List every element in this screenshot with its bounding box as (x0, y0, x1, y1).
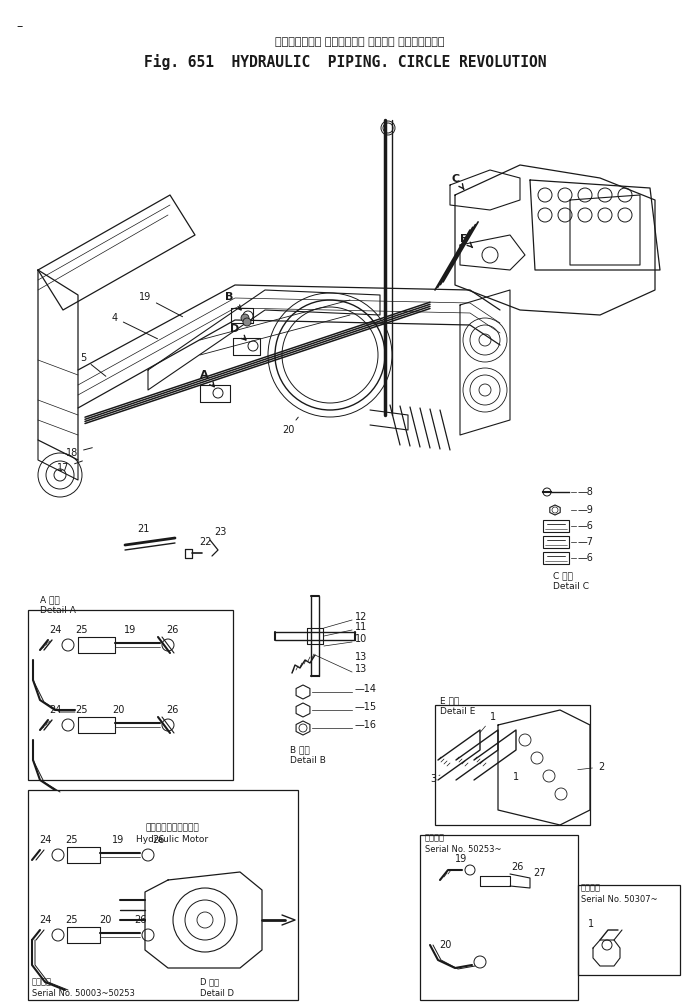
Text: 24: 24 (39, 835, 51, 845)
Text: —7: —7 (578, 537, 594, 547)
Text: 13: 13 (355, 652, 367, 662)
Text: 26: 26 (134, 915, 146, 925)
Text: 19: 19 (124, 625, 136, 635)
Text: 26: 26 (152, 835, 164, 845)
Text: Serial No. 50003~50253: Serial No. 50003~50253 (32, 989, 135, 998)
Text: —15: —15 (355, 702, 377, 712)
Bar (543, 520, 569, 532)
Text: 27: 27 (534, 868, 546, 878)
Bar (543, 552, 569, 564)
Text: 20: 20 (439, 940, 451, 950)
Text: 1: 1 (513, 772, 519, 782)
Bar (28, 610, 233, 780)
Text: 24: 24 (39, 915, 51, 925)
Text: B: B (225, 292, 241, 309)
Text: D: D (230, 324, 246, 340)
Text: C 詳細: C 詳細 (553, 571, 573, 580)
Text: 3: 3 (430, 774, 440, 784)
Text: 1: 1 (480, 712, 496, 733)
Text: 20: 20 (99, 915, 111, 925)
Text: 12: 12 (355, 612, 367, 622)
Text: 適用号機: 適用号機 (32, 977, 52, 986)
Text: 2: 2 (578, 762, 604, 772)
Text: 5: 5 (80, 353, 106, 376)
Text: Detail D: Detail D (200, 989, 234, 998)
Text: 23: 23 (214, 527, 226, 537)
Text: Hydraulic Motor: Hydraulic Motor (136, 835, 208, 844)
Text: —6: —6 (578, 521, 594, 531)
Text: Detail B: Detail B (290, 756, 326, 765)
Text: Serial No. 50307~: Serial No. 50307~ (581, 895, 658, 904)
Text: 22: 22 (199, 537, 211, 547)
Text: E: E (460, 234, 473, 248)
Text: —6: —6 (578, 553, 594, 563)
Circle shape (241, 314, 249, 322)
Bar (420, 835, 578, 1000)
Text: D 詳細: D 詳細 (200, 977, 219, 986)
Text: ハイドロリックモータ: ハイドロリックモータ (145, 823, 199, 832)
Circle shape (243, 318, 251, 326)
Text: B 詳細: B 詳細 (290, 745, 310, 754)
Text: 26: 26 (511, 862, 523, 872)
Text: Detail C: Detail C (553, 582, 589, 591)
Text: 20: 20 (282, 417, 298, 435)
Bar (578, 885, 680, 975)
Text: 26: 26 (166, 625, 178, 635)
Text: 適用号機: 適用号機 (581, 883, 601, 892)
Text: 1: 1 (588, 919, 594, 929)
Text: Fig. 651  HYDRAULIC  PIPING. CIRCLE REVOLUTION: Fig. 651 HYDRAULIC PIPING. CIRCLE REVOLU… (144, 54, 546, 70)
Text: A: A (200, 370, 214, 387)
Text: 10: 10 (355, 634, 367, 644)
Text: ハイドロリック パイピング． サークル リボルーション: ハイドロリック パイピング． サークル リボルーション (275, 37, 445, 47)
Text: 19: 19 (139, 292, 183, 317)
Text: —16: —16 (355, 720, 377, 730)
Text: 20: 20 (112, 705, 124, 715)
Text: —14: —14 (355, 684, 377, 694)
Text: 21: 21 (137, 524, 149, 534)
Text: 11: 11 (355, 622, 367, 632)
Bar (543, 536, 569, 548)
Text: 4: 4 (112, 313, 157, 339)
Text: 18: 18 (66, 448, 92, 458)
Text: E 詳細: E 詳細 (440, 696, 460, 705)
Text: —9: —9 (578, 505, 594, 515)
Text: Detail E: Detail E (440, 707, 475, 716)
Bar (435, 705, 590, 825)
Text: 25: 25 (76, 705, 88, 715)
Text: 24: 24 (49, 705, 61, 715)
Text: 24: 24 (49, 625, 61, 635)
Bar (28, 790, 298, 1000)
Text: 19: 19 (112, 835, 124, 845)
Text: 25: 25 (66, 835, 78, 845)
Text: 13: 13 (355, 664, 367, 674)
Text: A 詳細: A 詳細 (40, 595, 60, 604)
Text: 25: 25 (76, 625, 88, 635)
Text: Serial No. 50253~: Serial No. 50253~ (425, 845, 502, 854)
Text: –: – (16, 20, 22, 33)
Text: 適用号機: 適用号機 (425, 833, 445, 842)
Text: 19: 19 (455, 854, 467, 864)
Text: 26: 26 (166, 705, 178, 715)
Text: 17: 17 (57, 461, 82, 473)
Text: 25: 25 (66, 915, 78, 925)
Text: C: C (452, 174, 464, 190)
Text: Detail A: Detail A (40, 606, 76, 615)
Text: —8: —8 (578, 487, 594, 497)
